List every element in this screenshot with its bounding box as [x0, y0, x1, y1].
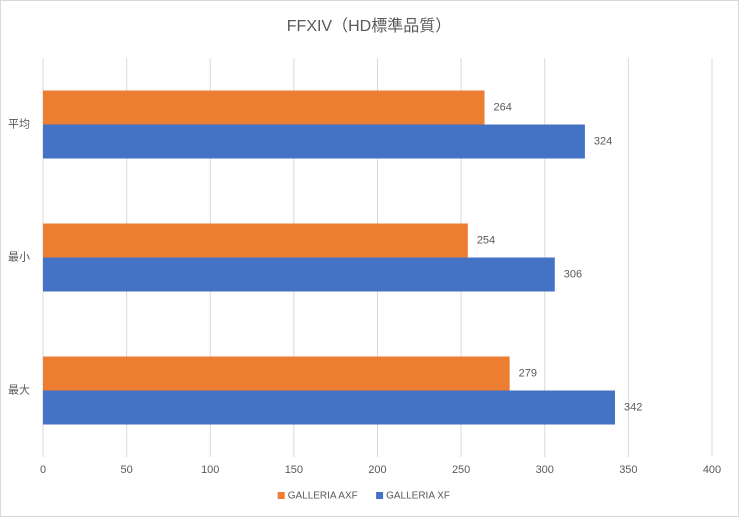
- x-tick-label: 0: [40, 464, 46, 476]
- y-tick-label: 最大: [8, 382, 30, 396]
- chart-title: FFXIV（HD標準品質）: [287, 17, 451, 35]
- data-label: 279: [519, 367, 537, 379]
- data-label: 264: [494, 101, 512, 113]
- x-tick-label: 300: [536, 464, 554, 476]
- legend-label: GALLERIA AXF: [288, 491, 358, 502]
- bar: [43, 390, 615, 425]
- x-tick-label: 50: [121, 464, 133, 476]
- x-tick-label: 150: [285, 464, 303, 476]
- x-tick-label: 100: [201, 464, 219, 476]
- x-tick-label: 400: [703, 464, 721, 476]
- x-tick-label: 350: [619, 464, 637, 476]
- bar: [43, 223, 468, 258]
- x-tick-label: 250: [452, 464, 470, 476]
- legend-swatch: [376, 492, 384, 499]
- bar: [43, 257, 555, 292]
- bar: [43, 356, 510, 391]
- y-tick-label: 最小: [8, 250, 30, 263]
- data-label: 254: [477, 234, 495, 246]
- legend-swatch: [277, 492, 285, 499]
- data-label: 306: [564, 268, 582, 280]
- bar: [43, 124, 585, 159]
- data-label: 342: [624, 401, 642, 413]
- x-tick-label: 200: [368, 464, 386, 476]
- data-label: 324: [594, 135, 612, 147]
- y-tick-label: 平均: [8, 117, 30, 130]
- legend-label: GALLERIA XF: [386, 491, 450, 502]
- bar: [43, 90, 485, 125]
